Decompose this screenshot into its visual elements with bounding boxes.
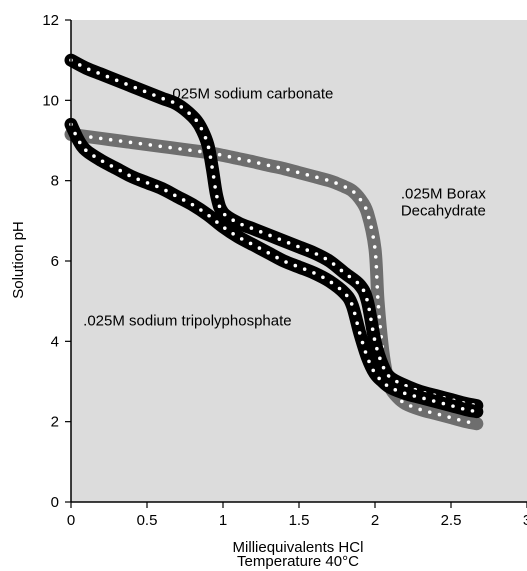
y-tick-label: 4: [51, 333, 59, 350]
series-layer: [64, 53, 484, 431]
y-tick-label: 0: [51, 494, 59, 511]
x-tick-label: 0: [67, 512, 75, 529]
y-tick-label: 10: [42, 92, 59, 109]
x-tick-label: 2.5: [441, 512, 462, 529]
series-dots: [69, 58, 479, 408]
series-2: [64, 117, 484, 419]
series-label: .025M sodium carbonate: [168, 85, 333, 102]
x-tick-label: 0.5: [137, 512, 158, 529]
y-tick-label: 2: [51, 414, 59, 431]
y-axis-label: Solution pH: [10, 221, 27, 299]
series-dots: [69, 122, 479, 414]
x-tick-label: 3: [523, 512, 527, 529]
series-label: .025M sodium tripolyphosphate: [83, 312, 291, 329]
series-label-line: .025M Borax: [401, 186, 487, 203]
series-labels: .025M sodium carbonate .025M Borax Decahyd…: [83, 85, 486, 329]
series-0: [64, 53, 484, 413]
series-line: [64, 127, 484, 431]
x-tick-label: 1: [219, 512, 227, 529]
series-label: .025M Borax Decahydrate: [401, 186, 487, 220]
x-axis-label: Milliequivalents HCl: [233, 539, 364, 556]
y-tick-label: 6: [51, 253, 59, 270]
ticks: 0 0.5 1 1.5 2 2.5 3 0 2 4 6 8 10 12: [42, 12, 527, 529]
series-label-line: Decahydrate: [401, 203, 486, 220]
x-tick-label: 1.5: [289, 512, 310, 529]
x-tick-label: 2: [371, 512, 379, 529]
y-tick-label: 12: [42, 12, 59, 29]
y-tick-label: 8: [51, 173, 59, 190]
x-axis-sublabel: Temperature 40°C: [237, 553, 359, 570]
series-1: [64, 127, 484, 431]
